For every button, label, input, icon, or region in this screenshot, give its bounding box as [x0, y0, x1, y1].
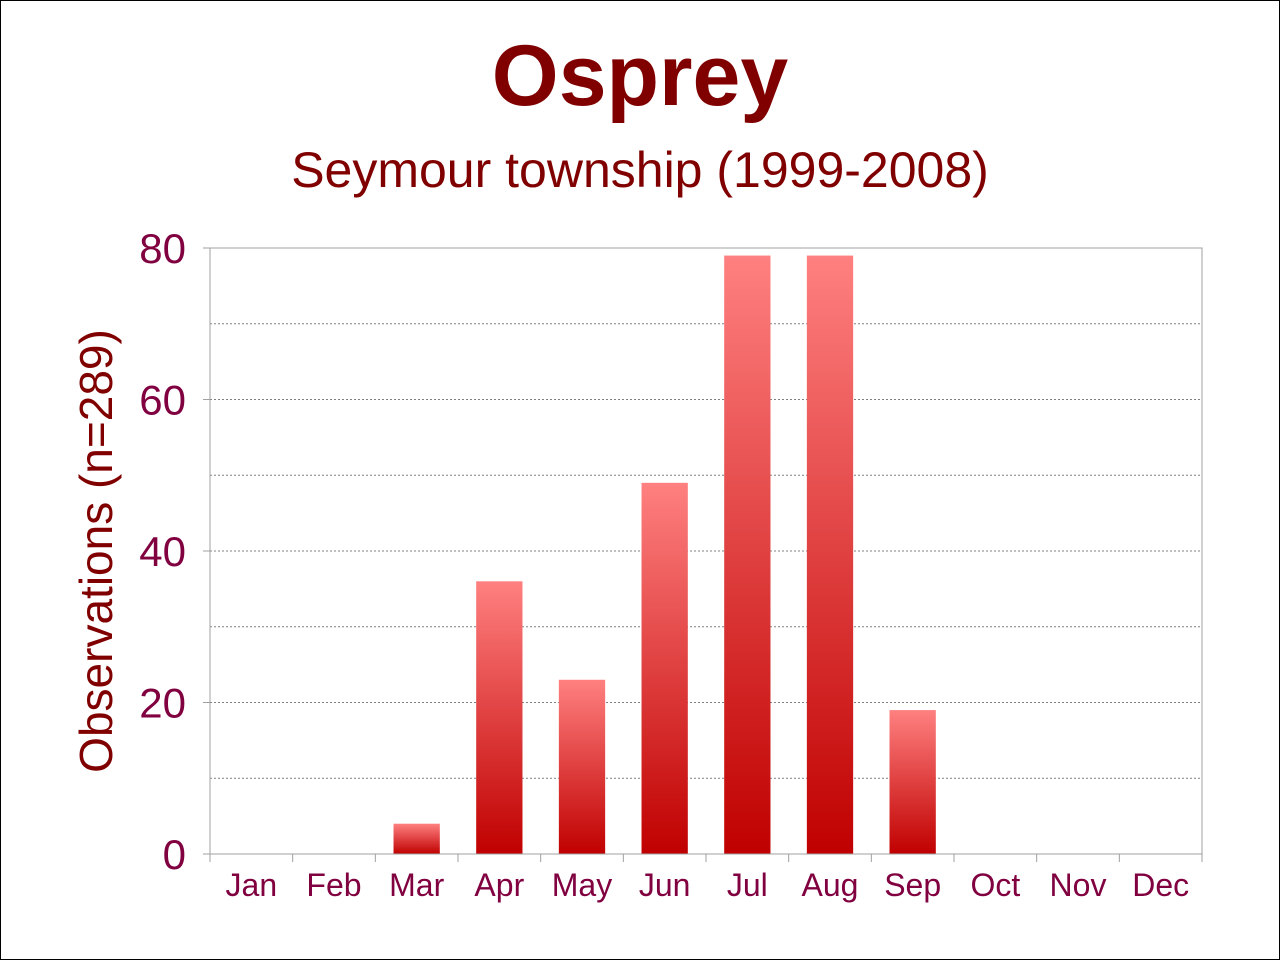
x-tick-label: Oct	[970, 867, 1020, 903]
y-tick-labels: 0 20 40 60 80	[139, 225, 186, 878]
bar-sep	[889, 710, 936, 854]
y-tick-label: 40	[139, 528, 186, 575]
bar-may	[558, 679, 606, 854]
x-tick-label: Jul	[727, 867, 768, 903]
x-tick-label: May	[552, 867, 612, 903]
x-tick-label: Jun	[639, 867, 691, 903]
bar-apr	[476, 581, 523, 854]
gridlines	[210, 323, 1202, 779]
x-tick-label: Dec	[1132, 867, 1189, 903]
bars	[228, 255, 1184, 855]
bar-jul	[724, 255, 771, 854]
bar-jun	[641, 482, 688, 854]
x-tick-label: Jan	[226, 867, 278, 903]
y-tick-label: 0	[163, 831, 186, 878]
axes	[203, 247, 1203, 862]
x-tick-label: Apr	[474, 867, 524, 903]
x-tick-labels: Jan Feb Mar Apr May Jun Jul Aug Sep Oct Nov Dec	[226, 867, 1190, 903]
chart-title: Osprey	[491, 28, 789, 124]
x-tick-label: Aug	[802, 867, 859, 903]
x-tick-label: Mar	[389, 867, 444, 903]
bar-aug	[806, 255, 854, 854]
chart-subtitle: Seymour township (1999-2008)	[291, 142, 989, 198]
y-tick-label: 20	[139, 680, 186, 727]
x-tick-label: Feb	[306, 867, 361, 903]
y-axis-label: Observations (n=289)	[70, 329, 122, 773]
x-tick-label: Nov	[1050, 867, 1107, 903]
y-tick-label: 80	[139, 225, 186, 272]
y-tick-label: 60	[139, 377, 186, 424]
bar-mar	[393, 823, 440, 854]
x-tick-label: Sep	[884, 867, 941, 903]
